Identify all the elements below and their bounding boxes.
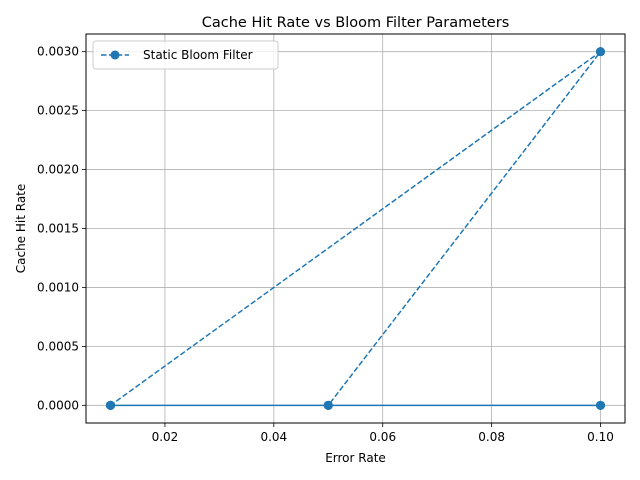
ticks: 0.02 0.04 0.06 0.08 0.10 0.0000 0.0005 0.0010 0.… [37, 45, 614, 444]
x-axis-label: Error Rate [325, 451, 386, 465]
legend-label: Static Bloom Filter [143, 48, 253, 62]
y-tick-label: 0.0025 [37, 104, 79, 118]
x-tick-label: 0.10 [587, 430, 614, 444]
x-tick-label: 0.04 [260, 430, 287, 444]
data-point [596, 47, 605, 57]
y-axis-label: Cache Hit Rate [14, 184, 28, 274]
x-tick-label: 0.06 [369, 430, 396, 444]
data-point [596, 400, 605, 410]
legend-marker [110, 50, 120, 60]
y-tick-label: 0.0030 [37, 45, 79, 59]
data-point [106, 400, 115, 410]
legend: Static Bloom Filter [92, 40, 279, 70]
y-tick-label: 0.0005 [37, 339, 79, 353]
y-tick-label: 0.0000 [37, 398, 79, 412]
chart-title: Cache Hit Rate vs Bloom Filter Parameter… [202, 15, 510, 31]
series-layer [106, 47, 605, 410]
x-tick-label: 0.02 [152, 430, 179, 444]
y-tick-label: 0.0015 [37, 222, 79, 236]
y-tick-label: 0.0010 [37, 280, 79, 294]
legend-box [92, 40, 279, 70]
data-point [323, 400, 333, 410]
x-tick-label: 0.08 [478, 430, 505, 444]
y-tick-label: 0.0020 [37, 163, 79, 177]
